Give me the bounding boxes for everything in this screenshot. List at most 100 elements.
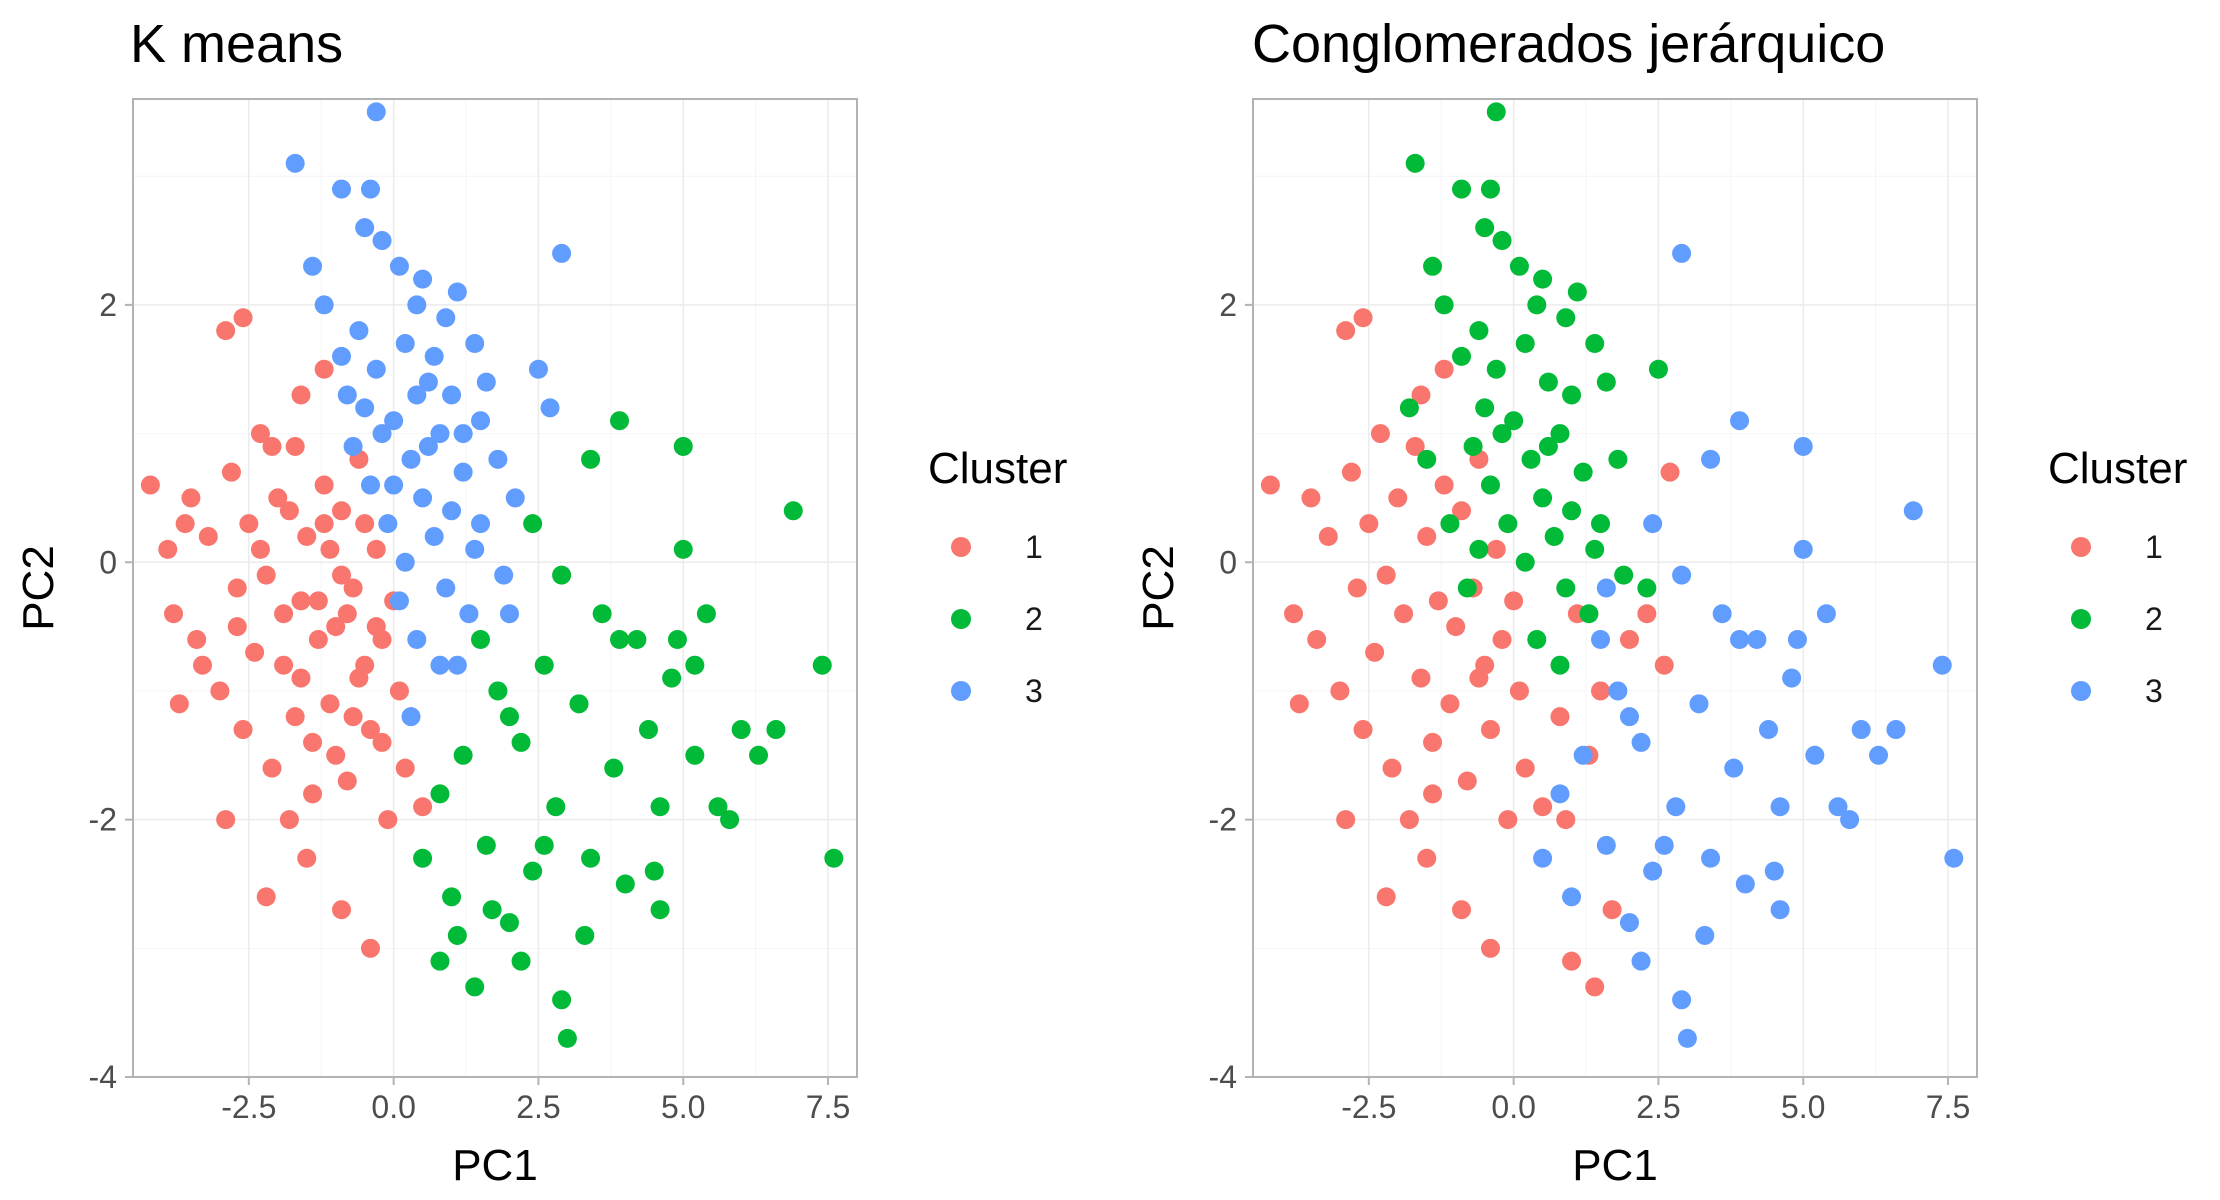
data-point-cluster-1: [372, 732, 392, 752]
data-point-cluster-2: [430, 951, 450, 971]
data-point-cluster-3: [418, 436, 438, 456]
data-point-cluster-1: [285, 707, 305, 727]
data-point-cluster-3: [1689, 694, 1709, 714]
data-point-cluster-2: [685, 655, 705, 675]
data-point-cluster-2: [1486, 102, 1506, 122]
data-point-cluster-3: [384, 475, 404, 495]
data-point-cluster-1: [308, 629, 328, 649]
y-tick-label: -4: [1209, 1059, 1237, 1095]
data-point-cluster-2: [1492, 424, 1512, 444]
data-point-cluster-3: [1701, 848, 1721, 868]
data-point-cluster-1: [355, 514, 375, 534]
data-point-cluster-2: [644, 861, 664, 881]
data-point-cluster-1: [262, 758, 282, 778]
data-point-cluster-3: [1643, 514, 1663, 534]
data-point-cluster-2: [1440, 514, 1460, 534]
data-point-cluster-2: [1486, 359, 1506, 379]
y-tick-label: 0: [1219, 544, 1237, 580]
data-point-cluster-2: [534, 655, 554, 675]
data-point-cluster-1: [274, 655, 294, 675]
data-point-cluster-2: [1648, 359, 1668, 379]
data-point-cluster-1: [1336, 321, 1356, 341]
legend-key-1: [2071, 537, 2091, 557]
data-point-cluster-1: [303, 732, 323, 752]
data-point-cluster-2: [511, 732, 531, 752]
data-point-cluster-1: [291, 668, 311, 688]
data-point-cluster-2: [1434, 295, 1454, 315]
data-point-cluster-1: [227, 617, 247, 637]
data-point-cluster-3: [447, 655, 467, 675]
data-point-cluster-2: [534, 835, 554, 855]
data-point-cluster-1: [332, 501, 352, 521]
data-point-cluster-1: [262, 436, 282, 456]
data-point-cluster-1: [1457, 771, 1477, 791]
legend-key-2: [2071, 609, 2091, 629]
panel-border: [1252, 98, 1978, 1078]
data-point-cluster-2: [1637, 578, 1657, 598]
data-point-cluster-1: [1515, 758, 1535, 778]
x-tick-label: 2.5: [1636, 1089, 1680, 1125]
data-point-cluster-2: [1538, 436, 1558, 456]
data-point-cluster-1: [378, 810, 398, 830]
data-point-cluster-1: [1341, 462, 1361, 482]
x-tick-label: -2.5: [221, 1089, 276, 1125]
data-point-cluster-2: [442, 887, 462, 907]
data-point-cluster-1: [291, 591, 311, 611]
data-point-cluster-3: [453, 462, 473, 482]
legend-label: 1: [1025, 529, 1043, 565]
y-tick-label: 2: [99, 287, 117, 323]
data-point-cluster-3: [303, 256, 323, 276]
x-tick-label: 7.5: [1926, 1089, 1970, 1125]
data-point-cluster-1: [326, 617, 346, 637]
data-point-cluster-3: [540, 398, 560, 418]
data-point-cluster-3: [424, 527, 444, 547]
data-point-cluster-3: [1631, 732, 1651, 752]
data-point-cluster-3: [1701, 449, 1721, 469]
y-tick-label: 0: [99, 544, 117, 580]
legend-key-1: [951, 537, 971, 557]
y-axis-title: PC2: [14, 545, 63, 631]
data-point-cluster-2: [667, 629, 687, 649]
data-point-cluster-1: [256, 565, 276, 585]
data-point-cluster-3: [1805, 745, 1825, 765]
data-point-cluster-1: [1504, 591, 1524, 611]
data-point-cluster-2: [749, 745, 769, 765]
data-point-cluster-3: [1654, 835, 1674, 855]
data-point-cluster-2: [1452, 179, 1472, 199]
data-point-cluster-2: [1469, 539, 1489, 559]
data-point-cluster-2: [1562, 385, 1582, 405]
data-point-cluster-2: [1498, 514, 1518, 534]
data-point-cluster-1: [1446, 617, 1466, 637]
data-point-cluster-1: [1411, 385, 1431, 405]
data-point-cluster-1: [169, 694, 189, 714]
data-point-cluster-1: [308, 591, 328, 611]
data-point-cluster-3: [1695, 925, 1715, 945]
legend-key-3: [2071, 681, 2091, 701]
data-point-cluster-3: [1730, 629, 1750, 649]
x-tick-label: 0.0: [371, 1089, 415, 1125]
y-axis-title: PC2: [1134, 545, 1183, 631]
data-point-cluster-2: [1527, 295, 1547, 315]
data-point-cluster-3: [1869, 745, 1889, 765]
data-point-cluster-3: [1573, 745, 1593, 765]
data-point-cluster-3: [1735, 874, 1755, 894]
legend-title: Cluster: [2048, 444, 2187, 493]
data-point-cluster-1: [1509, 681, 1529, 701]
data-point-cluster-1: [1347, 578, 1367, 598]
data-point-cluster-3: [436, 308, 456, 328]
data-point-cluster-1: [1428, 591, 1448, 611]
data-point-cluster-1: [314, 514, 334, 534]
data-point-cluster-2: [511, 951, 531, 971]
data-point-cluster-2: [1480, 475, 1500, 495]
data-point-cluster-1: [1284, 604, 1304, 624]
data-point-cluster-1: [1405, 436, 1425, 456]
data-point-cluster-2: [662, 668, 682, 688]
data-point-cluster-3: [1793, 436, 1813, 456]
data-point-cluster-3: [430, 424, 450, 444]
data-point-cluster-2: [413, 848, 433, 868]
data-point-cluster-1: [349, 668, 369, 688]
data-point-cluster-2: [1533, 488, 1553, 508]
data-point-cluster-1: [1434, 359, 1454, 379]
data-point-cluster-2: [523, 861, 543, 881]
data-point-cluster-3: [1591, 629, 1611, 649]
